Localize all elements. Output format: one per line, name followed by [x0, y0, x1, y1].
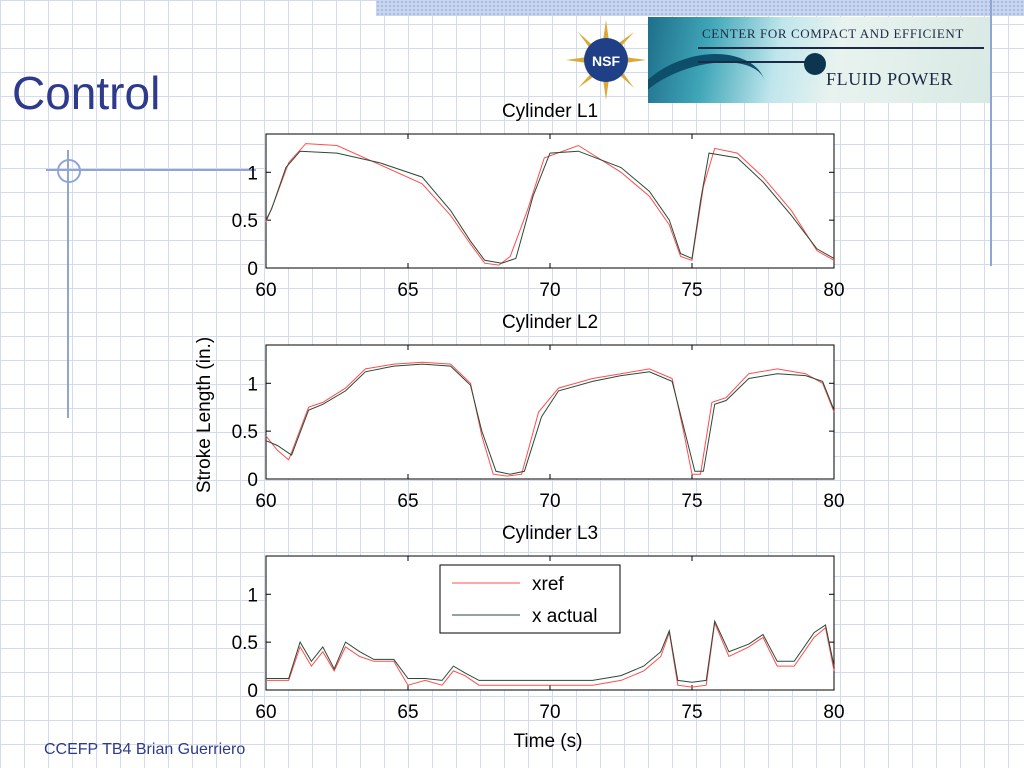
- chart-title: Cylinder L3: [502, 523, 598, 544]
- banner-piston-graphic: [804, 53, 826, 75]
- circle-decoration: [57, 159, 81, 183]
- x-tick-label: 75: [681, 702, 702, 723]
- banner-line1: CENTER FOR COMPACT AND EFFICIENT: [702, 26, 964, 41]
- slide-footer: CCEFP TB4 Brian Guerriero: [44, 741, 246, 758]
- y-tick-label: 0: [247, 259, 258, 280]
- series-line-x-actual: [265, 363, 835, 475]
- y-tick-label: 0: [247, 681, 258, 702]
- slide-title: Control: [12, 67, 161, 119]
- title-underline-decoration: [46, 169, 256, 171]
- x-tick-label: 65: [397, 702, 418, 723]
- x-tick-label: 60: [255, 491, 276, 512]
- plot-area: [265, 344, 835, 480]
- y-tick-label: 0.5: [232, 211, 258, 232]
- x-tick-label: 60: [255, 702, 276, 723]
- x-tick-label: 70: [539, 491, 560, 512]
- ccefp-banner-logo: CENTER FOR COMPACT AND EFFICIENT FLUID P…: [648, 17, 990, 103]
- x-tick-label: 75: [681, 491, 702, 512]
- y-tick-label: 1: [247, 163, 258, 184]
- series-line-x-actual: [265, 150, 835, 264]
- chart-legend: xref x actual: [439, 564, 621, 634]
- series-line-xref: [265, 143, 835, 266]
- vertical-decoration-line: [67, 150, 69, 418]
- x-tick-label: 70: [539, 280, 560, 301]
- banner-line2: FLUID POWER: [826, 69, 954, 89]
- nsf-text: NSF: [592, 53, 620, 69]
- x-tick-label: 65: [397, 491, 418, 512]
- y-tick-label: 1: [247, 374, 258, 395]
- top-decorative-band: [376, 0, 1024, 16]
- chart-title: Cylinder L2: [502, 312, 598, 333]
- nsf-globe: [584, 38, 628, 82]
- x-tick-label: 60: [255, 280, 276, 301]
- legend-entry: x actual: [532, 606, 597, 627]
- series-line-xref: [266, 621, 835, 688]
- x-tick-label: 75: [681, 280, 702, 301]
- banner-rod-graphic: [698, 61, 818, 63]
- y-tick-label: 1: [247, 585, 258, 606]
- right-decorative-line: [990, 0, 992, 266]
- nsf-logo: NSF: [566, 20, 646, 100]
- x-tick-label: 80: [823, 491, 844, 512]
- series-line-x-actual: [266, 619, 835, 683]
- x-tick-label: 65: [397, 280, 418, 301]
- legend-entry: xref: [532, 574, 564, 595]
- figure-ylabel: Stroke Length (in.): [194, 337, 215, 493]
- series-line-xref: [265, 361, 835, 477]
- banner-rule: [698, 47, 984, 49]
- x-tick-label: 80: [823, 702, 844, 723]
- chart-panel-1: Cylinder L1 60 65 70 75 80 0 0.5 1: [232, 101, 845, 301]
- chart-panel-2: Cylinder L2 60 65 70 75 80 0 0.5 1: [232, 312, 845, 512]
- chart-title: Cylinder L1: [502, 101, 598, 122]
- x-tick-label: 80: [823, 280, 844, 301]
- chart-panel-3: Cylinder L3 60 65 70 75 80 0 0.5 1 xref x actual: [232, 523, 845, 723]
- figure-xlabel: Time (s): [514, 731, 583, 752]
- legend-box: [439, 564, 621, 634]
- y-tick-label: 0.5: [232, 422, 258, 443]
- x-tick-label: 70: [539, 702, 560, 723]
- y-tick-label: 0.5: [232, 633, 258, 654]
- y-tick-label: 0: [247, 470, 258, 491]
